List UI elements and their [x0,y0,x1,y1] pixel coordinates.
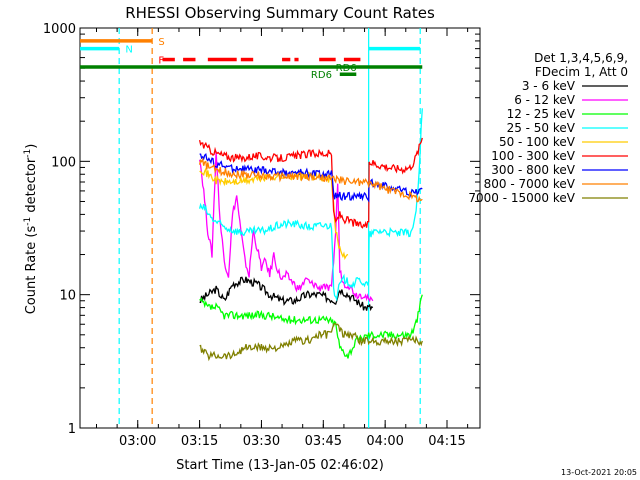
legend-entry-label: 6 - 12 keV [514,93,576,107]
x-tick-label: 03:00 [119,434,156,449]
y-axis-label: Count Rate (s-1 detector-1) [23,144,39,315]
series-line [199,276,374,312]
x-axis-label: Start Time (13-Jan-05 02:46:02) [176,458,384,473]
legend-entry-label: 50 - 100 keV [499,135,576,149]
flag-label: F [158,56,164,67]
y-tick-label: 100 [51,155,76,170]
x-tick-label: 04:15 [428,434,465,449]
plot-area: 1 10 100 1000 03:00 03:15 03:30 03:45 04:00 04:15… [43,22,481,449]
flag-label: RD6 [336,63,357,74]
chart-title: RHESSI Observing Summary Count Rates [125,4,435,22]
series-line [199,166,349,261]
series-line [199,294,423,359]
legend-entry-label: 3 - 6 keV [522,79,576,93]
footer-date: 13-Oct-2021 20:05 [561,468,637,477]
flag-label: N [125,45,132,56]
legend-entry-label: 100 - 300 keV [491,149,575,163]
y-tick-label: 1000 [43,22,76,37]
plot-frame [79,27,481,429]
legend-entry-label: 300 - 800 keV [491,163,575,177]
legend-entry-label: 7000 - 15000 keV [468,191,575,205]
x-tick-label: 03:45 [305,434,342,449]
series-line [198,108,423,302]
y-axis-label-sup1: -1 [23,217,33,226]
y-axis-label-end: ) [24,144,39,149]
y-tick-label: 1 [68,422,76,437]
x-tick-label: 04:00 [366,434,403,449]
legend-entry-label: 800 - 7000 keV [484,177,576,191]
legend-header: Det 1,3,4,5,6,9, [534,51,628,65]
flag-label: S [158,37,164,48]
y-axis-label-sup2: -1 [23,149,33,158]
series-line [198,137,423,229]
legend-entry-label: 25 - 50 keV [507,121,576,135]
legend-entry-label: 12 - 25 keV [507,107,576,121]
legend-header: FDecim 1, Att 0 [535,65,628,79]
legend: Det 1,3,4,5,6,9,FDecim 1, Att 03 - 6 keV… [468,51,628,205]
x-tick-label: 03:30 [243,434,280,449]
series-line [198,151,374,303]
y-axis-label-mid: detector [24,157,39,217]
series-line [199,322,423,362]
series-line [198,157,423,203]
y-axis-label-main: Count Rate (s [24,226,39,315]
x-tick-label: 03:15 [181,434,218,449]
flag-label: RD6 [311,70,332,81]
y-tick-label: 10 [59,289,76,304]
